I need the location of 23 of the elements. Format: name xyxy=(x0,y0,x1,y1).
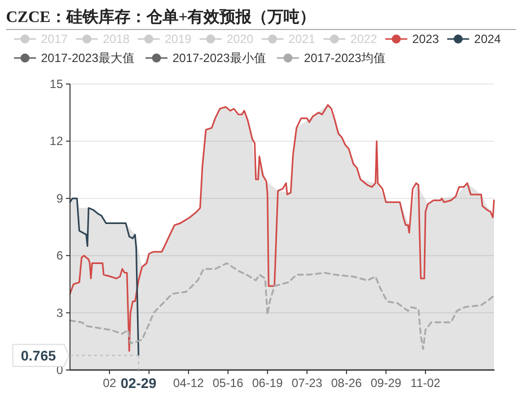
x-tick-label: 05-16 xyxy=(212,376,244,390)
y-tick-label: 6 xyxy=(56,248,64,263)
x-tick-label: 09-29 xyxy=(370,376,402,390)
x-tick-label: 11-02 xyxy=(410,376,441,390)
chart-title: CZCE：硅铁库存：仓单+有效预报（万吨） xyxy=(6,8,316,26)
x-tick-label: 08-26 xyxy=(331,376,362,390)
line-series xyxy=(69,262,495,350)
annotation: 02-29 xyxy=(120,375,157,391)
x-tick-label: 07-23 xyxy=(292,376,323,390)
x-tick-label: 02 xyxy=(102,376,116,390)
legend-label: 2017-2023均值 xyxy=(304,51,386,65)
annotation: 0.765 xyxy=(20,347,56,364)
y-tick-label: 3 xyxy=(56,306,64,320)
legend-label: 2017-2023最大值 xyxy=(41,51,134,65)
y-tick-label: 15 xyxy=(50,77,64,91)
y-tick-label: 9 xyxy=(56,191,64,206)
x-tick-label: 04-12 xyxy=(173,376,204,390)
y-tick-label: 12 xyxy=(50,134,64,148)
legend-label: 2024 xyxy=(474,32,502,46)
line-series xyxy=(69,198,140,356)
legend-label: 2017-2023最小值 xyxy=(172,51,266,65)
x-tick-label: 06-19 xyxy=(252,376,284,390)
legend-label: 2023 xyxy=(412,32,440,46)
